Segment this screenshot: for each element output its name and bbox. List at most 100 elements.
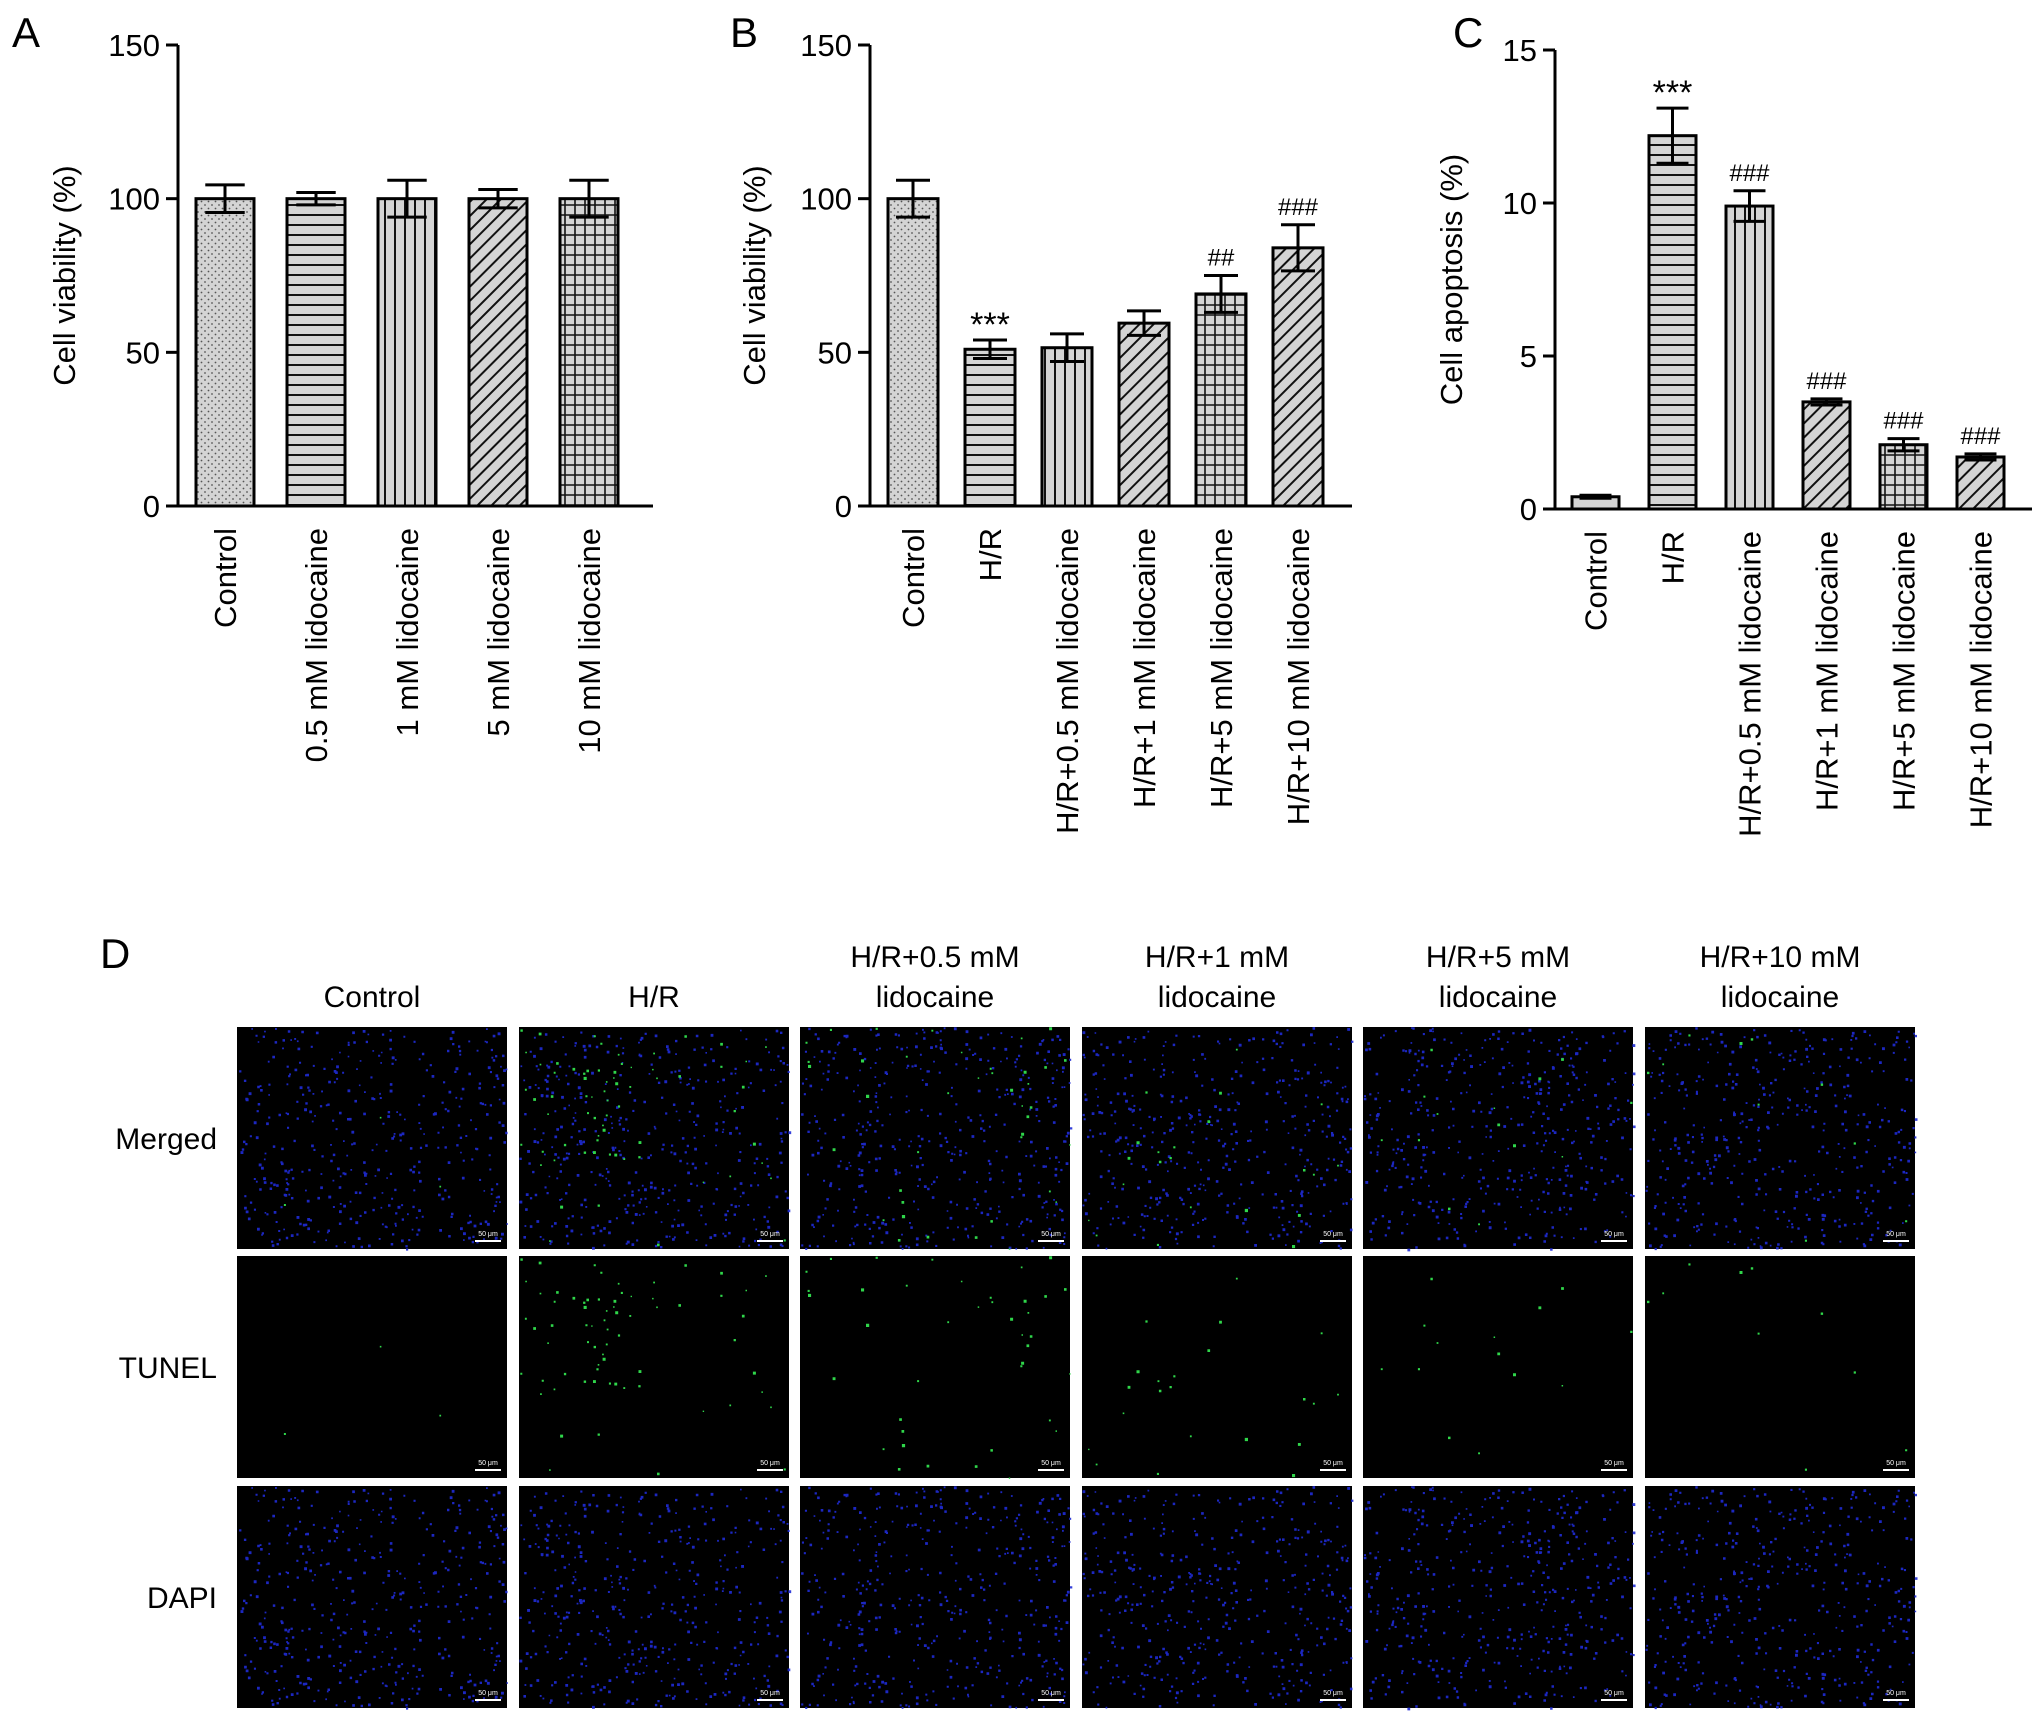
y-tick-label: 150 [108, 28, 160, 63]
x-tick-label: H/R [1656, 531, 1691, 584]
micrograph-tunel-3: 50 μm [800, 1256, 1071, 1479]
bar-2 [1647, 134, 1698, 511]
micrograph-background [1645, 1027, 1915, 1249]
bar-4 [1801, 400, 1852, 511]
micrograph-grid: Control H/R H/R+0.5 mM lidocaine H/R+1 mM lid… [115, 941, 1918, 1711]
significance-label: *** [1653, 74, 1693, 112]
scale-bar-label: 50 μm [478, 1231, 498, 1238]
column-header-line: H/R [628, 981, 680, 1014]
significance-label: *** [970, 306, 1010, 344]
x-tick-label: H/R+1 mM lidocaine [1127, 528, 1162, 808]
scale-bar-label: 50 μm [1886, 1460, 1906, 1467]
micrograph-background [237, 1486, 507, 1708]
column-header-line: lidocaine [1439, 981, 1557, 1014]
y-tick-label: 100 [108, 182, 160, 217]
chart-a: 0 50 100 150 Cell viability (%) Control 0.5 mM… [47, 28, 653, 762]
scale-bar-label: 50 μm [1886, 1231, 1906, 1238]
x-tick-label: 5 mM lidocaine [481, 528, 516, 736]
y-axis-label: Cell viability (%) [47, 165, 82, 385]
x-tick-label: H/R+1 mM lidocaine [1810, 531, 1845, 811]
column-header-line: H/R+5 mM [1426, 941, 1570, 974]
panel-letters: A B C D [12, 9, 1483, 977]
scale-bar-label: 50 μm [1604, 1460, 1624, 1467]
bar-6 [1955, 455, 2006, 511]
scale-bar-label: 50 μm [1886, 1690, 1906, 1697]
micrograph-merged-1: 50 μm [237, 1027, 508, 1251]
significance-label: ### [1729, 160, 1770, 187]
x-tick-label: H/R+0.5 mM lidocaine [1050, 528, 1085, 834]
chart-c: 0 5 10 15 Cell apoptosis (%) Control *** H/R ###… [1434, 33, 2032, 837]
column-header-4: H/R+1 mM lidocaine [1145, 941, 1289, 1014]
micrograph-merged-4: 50 μm [1082, 1027, 1354, 1250]
panel-letter-c: C [1453, 9, 1483, 56]
micrograph-merged-5: 50 μm [1363, 1027, 1636, 1252]
scale-bar-label: 50 μm [1041, 1690, 1061, 1697]
y-tick-label: 100 [800, 182, 852, 217]
micrograph-dapi-6: 50 μm [1645, 1486, 1918, 1710]
micrograph-background [237, 1027, 507, 1249]
bar-3 [376, 197, 438, 508]
column-header-line: lidocaine [876, 981, 994, 1014]
column-header-5: H/R+5 mM lidocaine [1426, 941, 1570, 1014]
micrograph-background [800, 1027, 1070, 1249]
y-axis-label: Cell apoptosis (%) [1434, 154, 1469, 406]
panel-letter-d: D [100, 930, 130, 977]
micrograph-merged-3: 50 μm [800, 1027, 1073, 1250]
bar-4 [1117, 321, 1171, 508]
x-tick-label: H/R+5 mM lidocaine [1204, 528, 1239, 808]
column-header-line: lidocaine [1158, 981, 1276, 1014]
x-tick-label: H/R+5 mM lidocaine [1887, 531, 1922, 811]
y-tick-label: 0 [143, 489, 160, 524]
micrograph-merged-2: 50 μm [519, 1027, 792, 1250]
x-tick-label: H/R+10 mM lidocaine [1281, 528, 1316, 825]
dapi-nuclei [1363, 1027, 1636, 1252]
significance-label: ### [1883, 408, 1924, 435]
column-header-line: Control [324, 981, 421, 1014]
y-tick-label: 0 [1520, 492, 1537, 527]
micrograph-background [519, 1027, 789, 1249]
significance-label: ### [1278, 194, 1319, 221]
micrograph-tunel-4: 50 μm [1082, 1256, 1352, 1478]
significance-label: ### [1806, 368, 1847, 395]
micrograph-background [1082, 1027, 1352, 1249]
bar-5 [1878, 443, 1929, 511]
x-tick-label: Control [208, 528, 243, 628]
row-label-dapi: DAPI [147, 1582, 217, 1615]
column-header-line: H/R+10 mM [1700, 941, 1861, 974]
bar-3 [1040, 346, 1094, 508]
y-tick-label: 0 [835, 489, 852, 524]
column-header-1: Control [324, 981, 421, 1014]
micrograph-dapi-1: 50 μm [237, 1486, 508, 1710]
x-tick-label: Control [896, 528, 931, 628]
micrograph-background [1082, 1486, 1352, 1708]
micrograph-dapi-2: 50 μm [519, 1486, 792, 1709]
x-tick-label: 1 mM lidocaine [390, 528, 425, 736]
x-tick-label: H/R [973, 528, 1008, 581]
x-tick-label: Control [1579, 531, 1614, 631]
dapi-nuclei [1363, 1486, 1636, 1711]
column-header-line: H/R+1 mM [1145, 941, 1289, 974]
bar-4 [467, 197, 529, 508]
row-label-tunel: TUNEL [119, 1352, 217, 1385]
bar-3 [1724, 204, 1775, 511]
row-label-merged: Merged [115, 1123, 217, 1156]
panel-letter-a: A [12, 9, 40, 56]
y-tick-label: 5 [1520, 339, 1537, 374]
scale-bar-label: 50 μm [478, 1690, 498, 1697]
micrograph-tunel-1: 50 μm [237, 1256, 507, 1478]
x-tick-label: H/R+10 mM lidocaine [1964, 531, 1999, 828]
micrograph-tunel-5: 50 μm [1363, 1256, 1633, 1478]
scale-bar-label: 50 μm [1323, 1460, 1343, 1467]
y-tick-label: 10 [1503, 186, 1537, 221]
column-header-line: H/R+0.5 mM [850, 941, 1019, 974]
micrograph-dapi-5: 50 μm [1363, 1486, 1636, 1711]
scale-bar-label: 50 μm [478, 1460, 498, 1467]
x-tick-label: H/R+0.5 mM lidocaine [1733, 531, 1768, 837]
micrograph-dapi-4: 50 μm [1082, 1486, 1354, 1709]
micrograph-tunel-2: 50 μm [519, 1256, 789, 1478]
bar-5 [558, 197, 620, 508]
y-tick-label: 50 [818, 335, 852, 370]
scale-bar-label: 50 μm [1041, 1231, 1061, 1238]
panel-letter-b: B [730, 9, 758, 56]
